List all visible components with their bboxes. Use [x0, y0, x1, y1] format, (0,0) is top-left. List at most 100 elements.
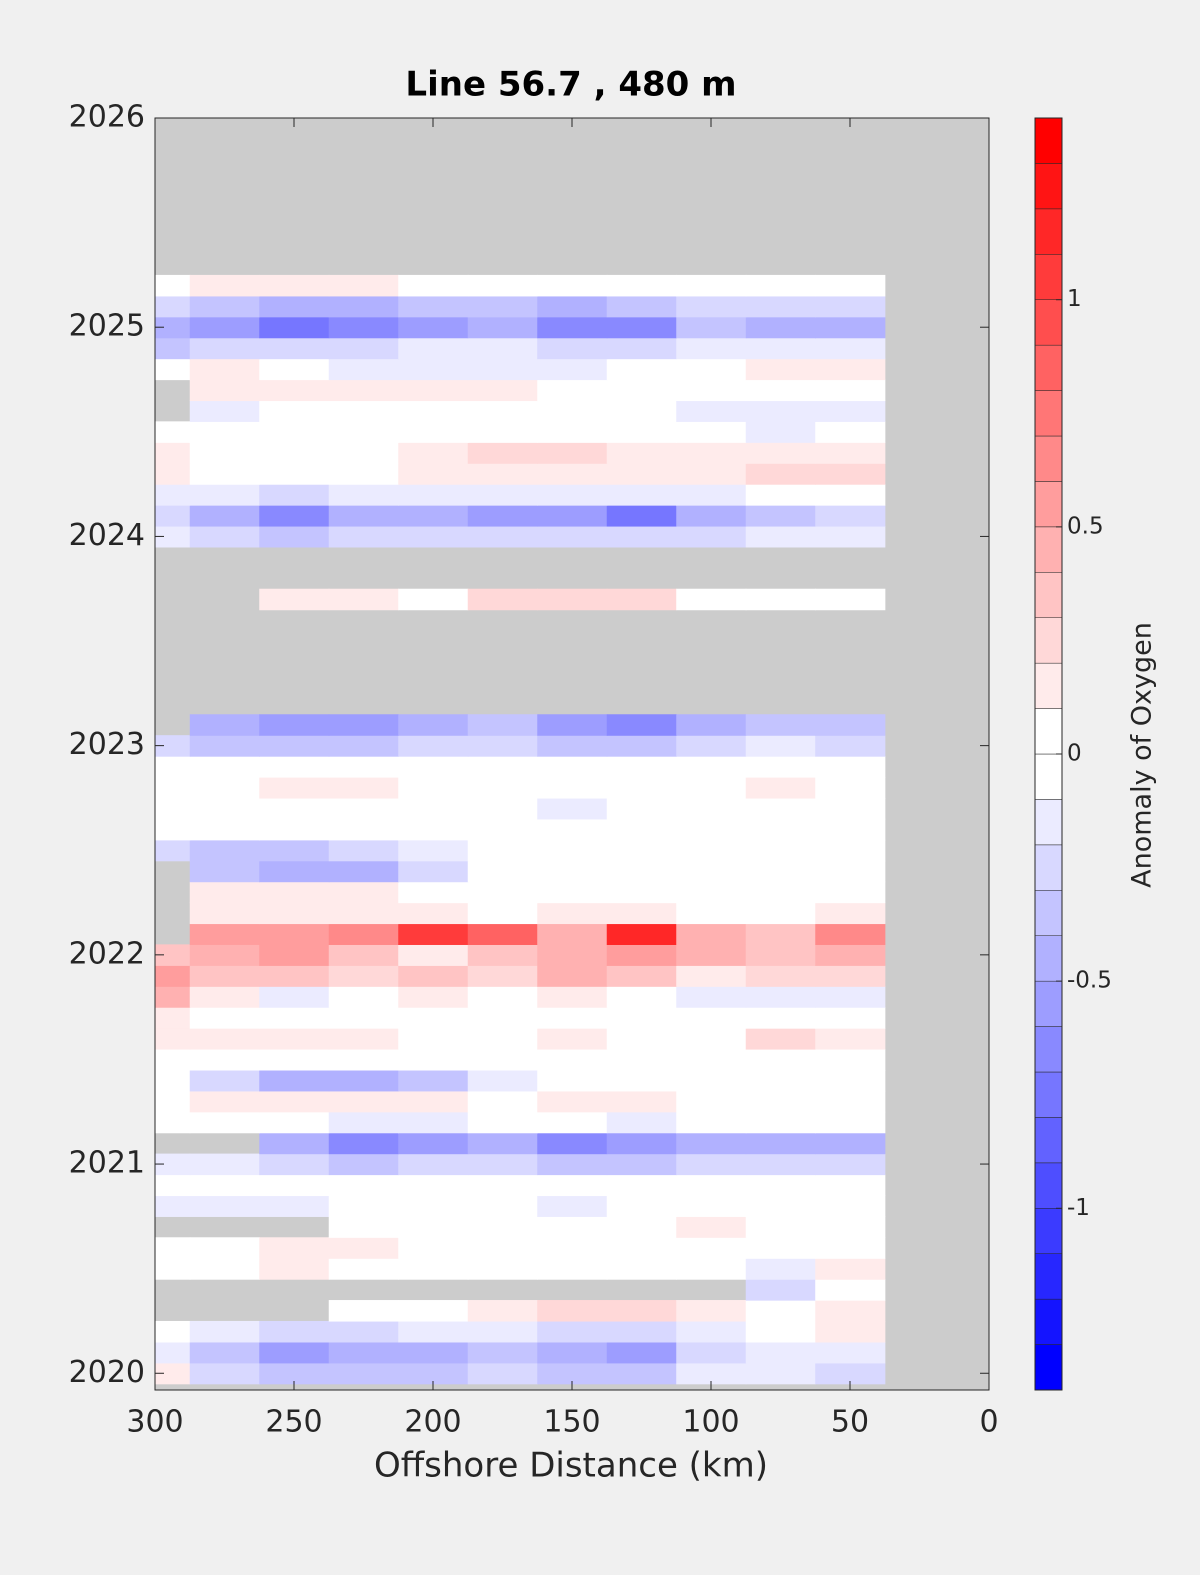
contour-cell	[189, 923, 260, 945]
contour-cell	[328, 1195, 399, 1217]
contour-cell	[328, 1216, 399, 1238]
contour-cell	[259, 400, 330, 422]
contour-cell	[676, 316, 747, 339]
colorbar-band	[1034, 390, 1063, 437]
contour-cell	[537, 1362, 608, 1385]
contour-cell	[467, 1362, 538, 1385]
contour-cell	[537, 1111, 608, 1134]
contour-cell	[259, 881, 330, 904]
contour-cell	[259, 463, 330, 485]
contour-cell	[189, 1069, 260, 1092]
contour-cell	[155, 421, 191, 443]
x-tick-label: 0	[979, 1405, 998, 1440]
contour-cell	[398, 735, 469, 757]
contour-cell	[745, 1237, 816, 1259]
contour-cell	[398, 1153, 469, 1176]
contour-cell	[537, 379, 608, 402]
contour-cell	[155, 1174, 191, 1197]
contour-cell	[467, 316, 538, 339]
contour-cell	[328, 1300, 399, 1322]
contour-cell	[155, 463, 191, 485]
contour-cell	[189, 463, 260, 485]
contour-cell	[328, 400, 399, 422]
contour-cell	[537, 484, 608, 506]
contour-cell	[259, 1048, 330, 1071]
contour-cell	[189, 714, 260, 736]
contour-cell	[328, 1028, 399, 1050]
y-tick-label: 2026	[69, 100, 145, 135]
contour-cell	[676, 839, 747, 862]
contour-cell	[189, 484, 260, 506]
contour-cell	[328, 463, 399, 485]
contour-cell	[676, 1153, 747, 1176]
contour-cell	[745, 1341, 816, 1364]
contour-cell	[259, 316, 330, 339]
contour-cell	[815, 1300, 886, 1322]
contour-cell	[537, 756, 608, 778]
contour-cell	[398, 944, 469, 966]
contour-cell	[537, 1028, 608, 1050]
contour-cell	[189, 735, 260, 757]
contour-cell	[676, 1007, 747, 1029]
contour-cell	[189, 295, 260, 318]
contour-cell	[815, 902, 886, 925]
contour-cell	[189, 797, 260, 820]
contour-cell	[606, 881, 677, 904]
contour-cell	[259, 1237, 330, 1259]
contour-cell	[328, 505, 399, 527]
contour-cell	[398, 442, 469, 464]
contour-cell	[328, 421, 399, 443]
contour-cell	[606, 735, 677, 757]
contour-cell	[155, 1007, 191, 1029]
contour-cell	[745, 756, 816, 778]
colorbar-band	[1034, 1298, 1063, 1345]
contour-cell	[815, 1048, 886, 1071]
contour-cell	[398, 1007, 469, 1029]
contour-cell	[259, 756, 330, 778]
contour-cell	[815, 484, 886, 506]
contour-cell	[676, 881, 747, 904]
contour-cell	[537, 965, 608, 987]
colorbar-band	[1034, 1208, 1063, 1254]
contour-cell	[467, 1237, 538, 1259]
contour-cell	[467, 1111, 538, 1134]
contour-cell	[676, 756, 747, 778]
contour-cell	[467, 463, 538, 485]
contour-cell	[328, 714, 399, 736]
contour-cell	[259, 818, 330, 841]
contour-cell	[815, 818, 886, 841]
contour-cell	[676, 735, 747, 757]
contour-cell	[398, 358, 469, 381]
contour-cell	[328, 944, 399, 966]
x-tick-label: 250	[265, 1405, 322, 1440]
contour-cell	[606, 525, 677, 548]
contour-cell	[676, 1216, 747, 1238]
contour-cell	[815, 463, 886, 485]
contour-cell	[155, 1028, 191, 1050]
contour-cell	[398, 1111, 469, 1134]
contour-cell	[537, 714, 608, 736]
contour-cell	[745, 1258, 816, 1280]
contour-cell	[155, 337, 191, 360]
contour-cell	[328, 295, 399, 318]
colorbar-tick-label: -0.5	[1067, 968, 1112, 994]
contour-cell	[259, 1258, 330, 1280]
contour-cell	[676, 400, 747, 422]
contour-cell	[537, 1341, 608, 1364]
contour-cell	[467, 1320, 538, 1343]
contour-cell	[328, 1258, 399, 1280]
contour-cell	[189, 777, 260, 799]
colorbar-band	[1034, 753, 1063, 800]
contour-cell	[745, 421, 816, 443]
contour-cell	[467, 944, 538, 966]
contour-cell	[815, 588, 886, 611]
contour-cell	[328, 1111, 399, 1134]
contour-cell	[328, 818, 399, 841]
contour-cell	[467, 358, 538, 381]
colorbar-band	[1034, 1117, 1063, 1164]
y-tick-label: 2020	[69, 1355, 145, 1390]
contour-cell	[745, 1300, 816, 1322]
contour-cell	[815, 1362, 886, 1385]
contour-cell	[745, 274, 816, 297]
contour-cell	[606, 337, 677, 360]
